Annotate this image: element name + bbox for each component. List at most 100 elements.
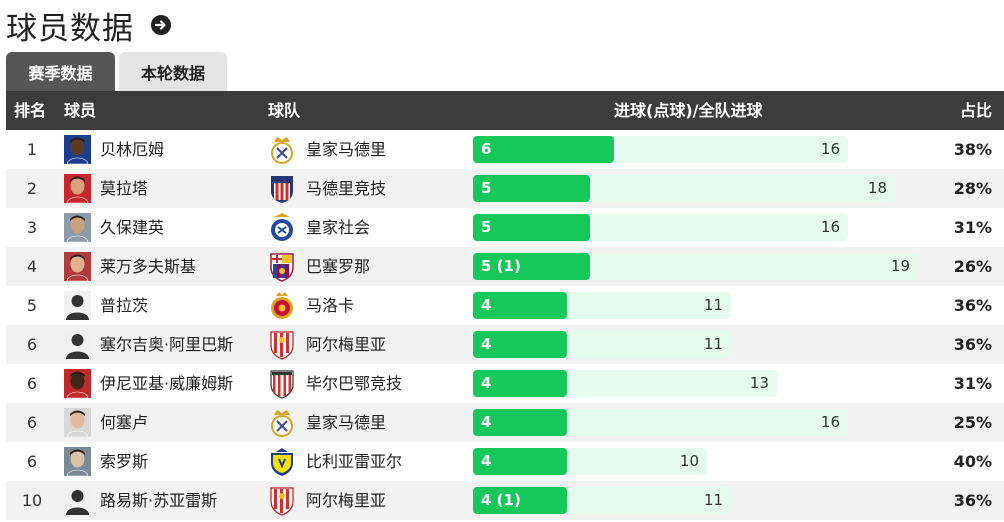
team-name-link[interactable]: 皇家马德里 — [306, 413, 387, 432]
player-name-link[interactable]: 久保建英 — [100, 218, 165, 237]
team-name-link[interactable]: 巴塞罗那 — [306, 257, 371, 276]
player-name-link[interactable]: 普拉茨 — [100, 296, 149, 315]
ratio-cell: 31% — [953, 374, 992, 393]
player-name-link[interactable]: 塞尔吉奥·阿里巴斯 — [100, 335, 234, 354]
rank-cell: 1 — [26, 140, 38, 159]
team-name-link[interactable]: 阿尔梅里亚 — [306, 335, 387, 354]
player-goals-bar — [473, 292, 567, 319]
player-goals-label: 5 (1) — [481, 257, 521, 275]
team-goals-label: 11 — [703, 335, 723, 353]
player-name-link[interactable]: 莫拉塔 — [100, 179, 149, 198]
player-avatar-icon[interactable] — [64, 291, 91, 320]
player-avatar-icon[interactable] — [64, 252, 91, 281]
rank-cell: 6 — [26, 413, 38, 432]
player-goals-label: 4 — [481, 413, 492, 431]
player-avatar-icon[interactable] — [64, 369, 91, 398]
ratio-cell: 26% — [953, 257, 992, 276]
player-goals-bar — [473, 331, 567, 358]
page-title: 球员数据 — [6, 10, 134, 47]
player-goals-bar — [473, 448, 567, 475]
team-crest-icon[interactable] — [268, 407, 296, 438]
ratio-cell: 36% — [953, 335, 992, 354]
team-name-link[interactable]: 皇家马德里 — [306, 140, 387, 159]
team-crest-icon[interactable] — [268, 485, 296, 516]
table-row[interactable]: 4 莱万多夫斯基 巴塞罗那 5 (1) 19 26% — [6, 247, 1004, 286]
page-header: 球员数据 — [6, 0, 172, 50]
ratio-cell: 25% — [953, 413, 992, 432]
team-name-link[interactable]: 马洛卡 — [306, 296, 355, 315]
table-row[interactable]: 6 塞尔吉奥·阿里巴斯 阿尔梅里亚 4 11 36% — [6, 325, 1004, 364]
rank-cell: 6 — [26, 335, 38, 354]
team-goals-label: 11 — [703, 296, 723, 314]
player-name-link[interactable]: 何塞卢 — [100, 413, 149, 432]
team-name-link[interactable]: 阿尔梅里亚 — [306, 491, 387, 510]
table-row[interactable]: 3 久保建英 皇家社会 5 16 31% — [6, 208, 1004, 247]
tab-season-stats[interactable]: 赛季数据 — [6, 52, 115, 91]
team-name-link[interactable]: 马德里竞技 — [306, 179, 387, 198]
player-name-link[interactable]: 索罗斯 — [100, 452, 149, 471]
team-crest-icon[interactable] — [268, 329, 296, 360]
ratio-cell: 40% — [953, 452, 992, 471]
header-ratio[interactable]: 占比 — [959, 101, 992, 120]
player-goals-label: 4 — [481, 374, 492, 392]
team-goals-label: 13 — [749, 374, 769, 392]
player-name-link[interactable]: 莱万多夫斯基 — [100, 257, 197, 276]
player-avatar-icon[interactable] — [64, 486, 91, 515]
tab-round-stats[interactable]: 本轮数据 — [119, 52, 227, 91]
player-goals-label: 4 — [481, 452, 492, 470]
team-goals-label: 16 — [820, 413, 840, 431]
rank-cell: 5 — [26, 296, 38, 315]
team-goals-label: 11 — [703, 491, 723, 509]
team-crest-icon[interactable] — [268, 173, 296, 204]
tab-bar: 赛季数据 本轮数据 — [6, 52, 227, 91]
table-row[interactable]: 6 索罗斯 比利亚雷亚尔 4 10 40% — [6, 442, 1004, 481]
rank-cell: 2 — [26, 179, 38, 198]
player-goals-label: 4 (1) — [481, 491, 521, 509]
team-crest-icon[interactable] — [268, 368, 296, 399]
player-name-link[interactable]: 路易斯·苏亚雷斯 — [100, 491, 218, 510]
team-crest-icon[interactable] — [268, 446, 296, 477]
player-avatar-icon[interactable] — [64, 330, 91, 359]
player-avatar-icon[interactable] — [64, 174, 91, 203]
header-player[interactable]: 球员 — [64, 101, 97, 120]
team-name-link[interactable]: 皇家社会 — [306, 218, 371, 237]
player-avatar-icon[interactable] — [64, 213, 91, 242]
team-crest-icon[interactable] — [268, 134, 296, 165]
header-goals[interactable]: 进球(点球)/全队进球 — [614, 101, 763, 120]
header-team[interactable]: 球队 — [268, 101, 301, 120]
player-name-link[interactable]: 贝林厄姆 — [100, 140, 165, 159]
table-row[interactable]: 2 莫拉塔 马德里竞技 5 18 28% — [6, 169, 1004, 208]
team-crest-icon[interactable] — [268, 290, 296, 321]
table-row[interactable]: 1 贝林厄姆 皇家马德里 6 16 38% — [6, 130, 1004, 169]
player-name-link[interactable]: 伊尼亚基·威廉姆斯 — [100, 374, 234, 393]
arrow-circle-right-icon[interactable] — [150, 14, 172, 36]
table-row[interactable]: 5 普拉茨 马洛卡 4 11 36% — [6, 286, 1004, 325]
team-crest-icon[interactable] — [268, 212, 296, 243]
table-row[interactable]: 6 何塞卢 皇家马德里 4 16 25% — [6, 403, 1004, 442]
header-rank[interactable]: 排名 — [14, 101, 47, 120]
ratio-cell: 36% — [953, 491, 992, 510]
player-goals-bar — [473, 136, 614, 163]
team-name-link[interactable]: 毕尔巴鄂竞技 — [306, 374, 403, 393]
player-avatar-icon[interactable] — [64, 135, 91, 164]
team-name-link[interactable]: 比利亚雷亚尔 — [306, 452, 403, 471]
ratio-cell: 28% — [953, 179, 992, 198]
team-crest-icon[interactable] — [268, 251, 296, 282]
team-goals-label: 10 — [679, 452, 699, 470]
ratio-cell: 38% — [953, 140, 992, 159]
player-goals-bar — [473, 253, 590, 280]
team-goals-label: 18 — [867, 179, 887, 197]
table-row[interactable]: 10 路易斯·苏亚雷斯 阿尔梅里亚 4 (1) 11 36% — [6, 481, 1004, 520]
player-avatar-icon[interactable] — [64, 447, 91, 476]
player-goals-label: 4 — [481, 335, 492, 353]
player-goals-bar — [473, 370, 567, 397]
player-goals-label: 5 — [481, 179, 492, 197]
player-avatar-icon[interactable] — [64, 408, 91, 437]
player-goals-bar — [473, 409, 567, 436]
player-stats-table: 排名 球员 球队 进球(点球)/全队进球 占比 1 贝林厄姆 皇家马德里 6 16 38%… — [6, 91, 1004, 520]
table-row[interactable]: 6 伊尼亚基·威廉姆斯 毕尔巴鄂竞技 4 13 31% — [6, 364, 1004, 403]
player-goals-label: 6 — [481, 140, 492, 158]
player-goals-bar — [473, 487, 567, 514]
team-goals-label: 19 — [890, 257, 910, 275]
team-goals-label: 16 — [820, 218, 840, 236]
